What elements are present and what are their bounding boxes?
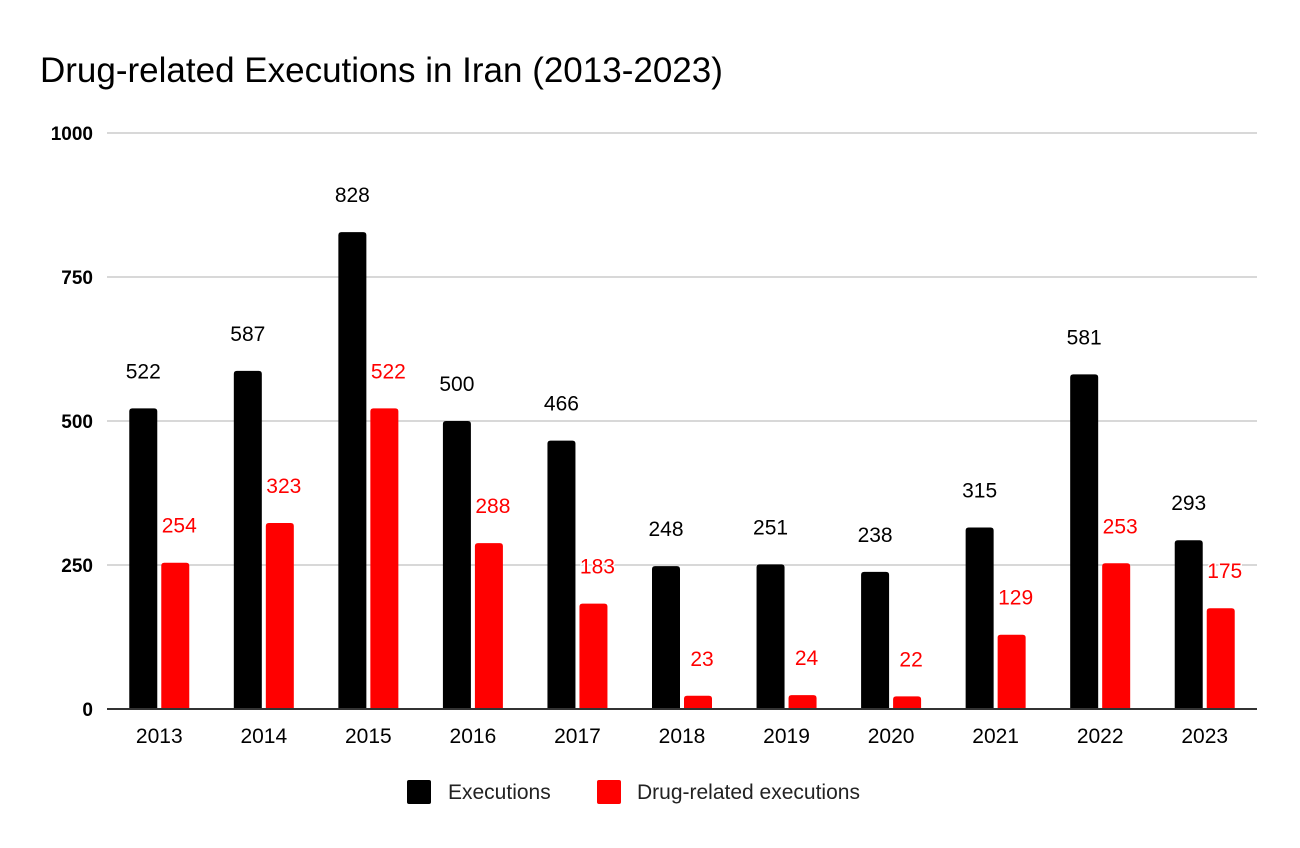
- bar-executions: [338, 232, 367, 709]
- bar-drug-related: [1206, 608, 1235, 709]
- data-label-executions: 238: [858, 524, 893, 547]
- bar-drug-related: [370, 408, 399, 709]
- data-label-executions: 828: [335, 184, 370, 207]
- y-tick-label: 250: [61, 556, 93, 577]
- data-label-drug-related: 183: [580, 556, 615, 579]
- bar-executions: [652, 566, 680, 709]
- x-tick-label: 2014: [240, 725, 287, 748]
- y-tick-label: 750: [61, 268, 93, 289]
- y-tick-label: 0: [82, 700, 93, 721]
- data-label-drug-related: 253: [1103, 515, 1138, 538]
- y-tick-label: 1000: [51, 124, 93, 145]
- bar-drug-related: [474, 543, 503, 709]
- x-tick-label: 2013: [136, 725, 183, 748]
- data-label-executions: 293: [1171, 492, 1206, 515]
- bar-drug-related: [893, 696, 922, 709]
- data-label-executions: 581: [1067, 326, 1102, 349]
- y-tick-label: 500: [61, 412, 93, 433]
- bars: [129, 232, 1235, 709]
- chart-title: Drug-related Executions in Iran (2013-20…: [40, 51, 723, 90]
- bar-executions: [1070, 374, 1099, 709]
- data-label-executions: 466: [544, 393, 579, 416]
- data-label-executions: 315: [962, 480, 997, 503]
- bar-executions: [233, 370, 262, 709]
- legend-label-drug-related: Drug-related executions: [637, 781, 860, 804]
- data-label-executions: 500: [439, 373, 474, 396]
- data-label-executions: 587: [230, 323, 265, 346]
- data-label-drug-related: 522: [371, 360, 406, 383]
- bar-executions: [547, 440, 576, 709]
- gridlines: [107, 132, 1257, 566]
- bar-executions: [756, 564, 785, 709]
- data-label-drug-related: 323: [266, 475, 301, 498]
- bar-drug-related: [684, 695, 712, 709]
- x-tick-label: 2015: [345, 725, 392, 748]
- bar-executions: [442, 421, 471, 709]
- x-tick-label: 2018: [659, 725, 706, 748]
- x-tick-label: 2019: [763, 725, 810, 748]
- legend: Executions Drug-related executions: [407, 780, 860, 804]
- bar-drug-related: [1102, 563, 1131, 709]
- x-tick-label: 2016: [450, 725, 497, 748]
- data-label-drug-related: 254: [162, 515, 197, 538]
- bar-executions: [1174, 540, 1203, 709]
- data-label-executions: 522: [126, 360, 161, 383]
- bar-drug-related: [161, 562, 190, 709]
- x-tick-label: 2023: [1181, 725, 1228, 748]
- data-label-drug-related: 24: [795, 647, 819, 670]
- x-axis-ticks: 2013 2014 2015 2016 2017 2018 2019 2020 2021 2022…: [136, 725, 1228, 748]
- bar-executions: [965, 527, 994, 709]
- legend-swatch-drug-related: [597, 780, 621, 804]
- bar-executions: [129, 408, 158, 709]
- bar-drug-related: [997, 634, 1026, 709]
- x-tick-label: 2017: [554, 725, 601, 748]
- data-labels: 522 254 587 323 828 522 500 288 466 183 248 23 251 24…: [126, 184, 1244, 673]
- data-label-executions: 251: [753, 516, 788, 539]
- x-tick-label: 2020: [868, 725, 915, 748]
- y-axis-ticks: 0 250 500 750 1000: [51, 124, 93, 721]
- data-label-drug-related: 288: [475, 495, 510, 518]
- x-tick-label: 2021: [972, 725, 1019, 748]
- data-label-drug-related: 175: [1207, 560, 1242, 583]
- legend-swatch-executions: [407, 780, 431, 804]
- data-label-drug-related: 129: [998, 587, 1033, 610]
- bar-executions: [861, 571, 890, 709]
- data-label-drug-related: 23: [690, 648, 713, 671]
- data-label-executions: 248: [648, 518, 683, 541]
- bar-drug-related: [265, 522, 294, 709]
- x-tick-label: 2022: [1077, 725, 1124, 748]
- legend-label-executions: Executions: [448, 781, 551, 804]
- data-label-drug-related: 22: [899, 648, 922, 671]
- bar-drug-related: [579, 603, 608, 709]
- bar-drug-related: [788, 695, 817, 709]
